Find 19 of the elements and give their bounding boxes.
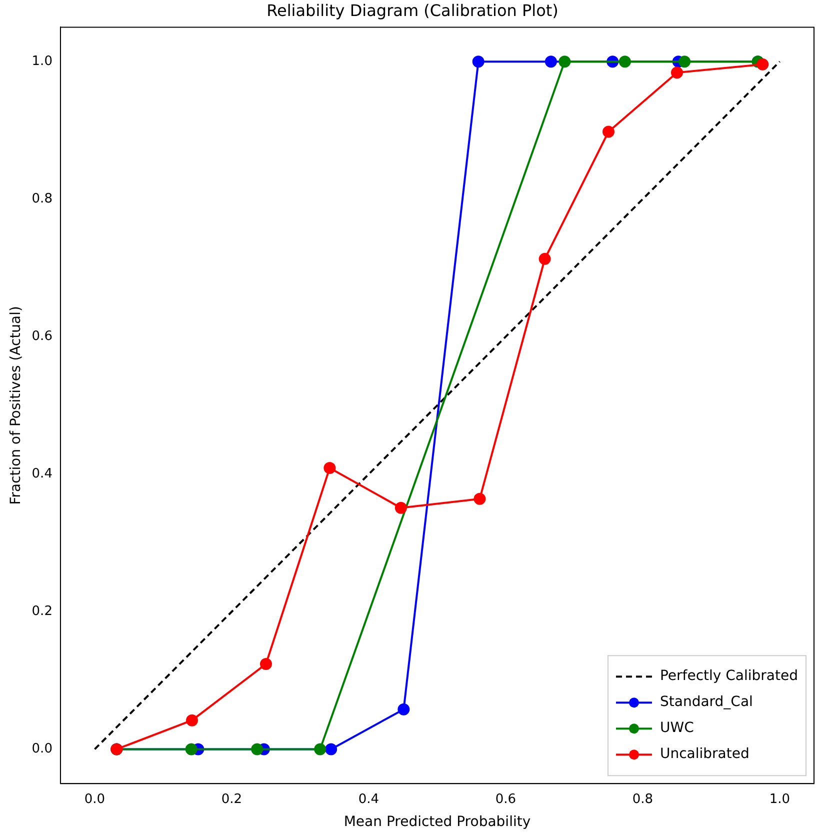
- legend-label: UWC: [660, 720, 694, 736]
- x-axis-title: Mean Predicted Probability: [344, 814, 531, 830]
- y-tick-label: 0.6: [32, 329, 52, 344]
- y-tick-label: 1.0: [32, 54, 52, 69]
- y-axis-title: Fraction of Positives (Actual): [8, 306, 24, 505]
- x-tick-label: 0.6: [495, 792, 516, 807]
- x-tick-label: 0.2: [221, 792, 242, 807]
- y-tick-label: 0.0: [32, 742, 52, 757]
- y-tick-label: 0.8: [32, 191, 52, 206]
- chart-title: Reliability Diagram (Calibration Plot): [266, 0, 558, 20]
- x-tick-label: 0.4: [358, 792, 380, 807]
- y-tick-label: 0.4: [32, 466, 52, 482]
- x-tick-label: 1.0: [769, 792, 790, 807]
- legend-label: Standard_Cal: [660, 694, 753, 710]
- x-tick-label: 0.8: [632, 792, 654, 807]
- x-tick-label: 0.0: [84, 792, 106, 807]
- legend-label: Uncalibrated: [660, 746, 750, 762]
- y-tick-label: 0.2: [32, 604, 52, 620]
- legend-label: Perfectly Calibrated: [660, 668, 798, 684]
